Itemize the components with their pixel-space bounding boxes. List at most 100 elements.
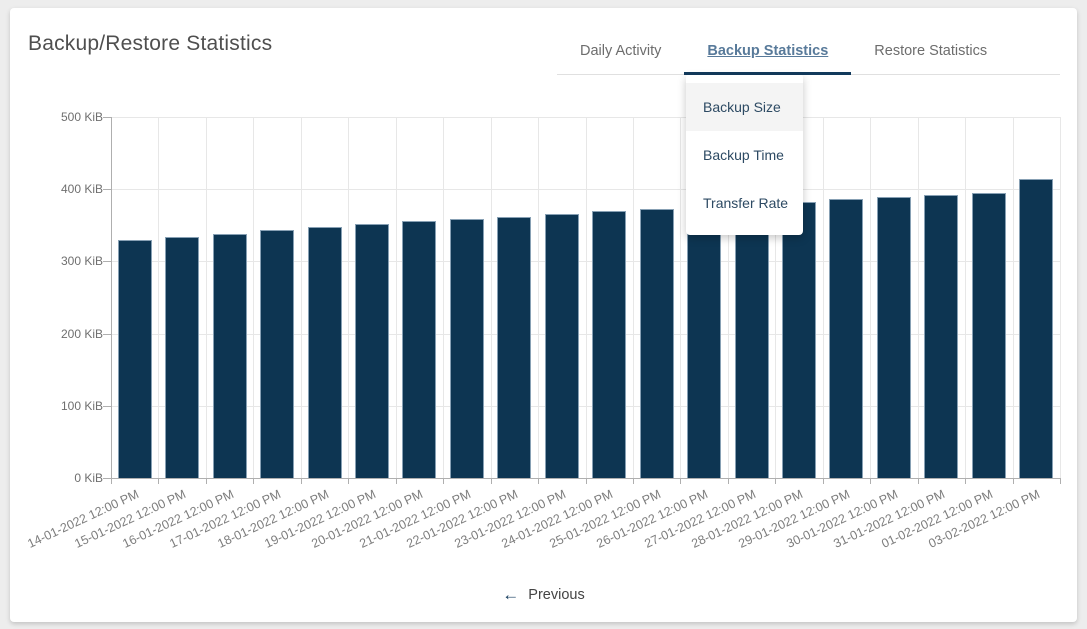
y-axis-tick [103,189,111,190]
y-axis-label: 400 KiB [60,182,103,196]
v-gridline [965,117,966,478]
v-gridline [206,117,207,478]
v-gridline [491,117,492,478]
tab-label: Restore Statistics [874,43,988,59]
backup-statistics-dropdown-menu: Backup Size Backup Time Transfer Rate [686,75,803,235]
v-gridline [158,117,159,478]
tab-label: Daily Activity [580,43,662,59]
bar[interactable] [829,199,863,478]
menu-item-backup-size[interactable]: Backup Size [686,83,803,131]
h-gridline [111,261,1060,262]
x-axis-tick [728,478,729,484]
x-axis-tick [1013,478,1014,484]
y-axis-tick [103,478,111,479]
previous-label: Previous [528,587,585,603]
bar[interactable] [308,227,342,478]
y-axis-tick [103,406,111,407]
menu-item-transfer-rate[interactable]: Transfer Rate [686,179,803,227]
x-axis-tick [823,478,824,484]
v-gridline [918,117,919,478]
x-axis-tick [965,478,966,484]
bar[interactable] [1019,179,1053,478]
v-gridline [396,117,397,478]
x-axis-tick [680,478,681,484]
h-gridline [111,334,1060,335]
bar[interactable] [402,221,436,478]
x-axis-line [111,478,1060,479]
x-axis-tick [870,478,871,484]
tab-label: Backup Statistics [707,43,829,59]
v-gridline [538,117,539,478]
bar[interactable] [972,193,1006,478]
y-axis-label: 0 KiB [74,471,103,485]
v-gridline [680,117,681,478]
bar[interactable] [735,205,769,478]
bar[interactable] [545,214,579,478]
x-axis-tick [158,478,159,484]
arrow-left-icon: ← [502,585,520,604]
y-axis-label: 100 KiB [60,399,103,413]
x-axis-tick [538,478,539,484]
menu-item-backup-time[interactable]: Backup Time [686,131,803,179]
bar[interactable] [165,237,199,478]
v-gridline [823,117,824,478]
x-axis-tick [206,478,207,484]
y-axis-tick [103,117,111,118]
x-axis-tick [348,478,349,484]
menu-item-label: Backup Size [703,99,781,115]
v-gridline [633,117,634,478]
x-axis-tick [253,478,254,484]
v-gridline [1060,117,1061,478]
bar[interactable] [782,202,816,478]
tab-restore-statistics[interactable]: Restore Statistics [851,29,1010,74]
bar[interactable] [213,234,247,478]
x-axis-tick [443,478,444,484]
x-axis-tick [396,478,397,484]
x-axis-tick [491,478,492,484]
chart-pager: ← Previous [10,581,1077,609]
x-axis-tick [918,478,919,484]
bar[interactable] [497,217,531,478]
bar[interactable] [687,207,721,478]
bar[interactable] [592,211,626,478]
backup-size-bar-chart: 0 KiB 100 KiB 200 KiB 300 KiB 400 KiB 500 KiB… [10,8,1077,622]
v-gridline [1013,117,1014,478]
x-axis-tick [1060,478,1061,484]
bar[interactable] [355,224,389,478]
v-gridline [443,117,444,478]
tab-daily-activity[interactable]: Daily Activity [557,29,684,74]
tab-bar: Daily Activity Backup Statistics Restore… [557,29,1060,75]
x-axis-tick [586,478,587,484]
v-gridline [586,117,587,478]
bar[interactable] [877,197,911,478]
previous-button[interactable]: ← Previous [502,581,584,609]
y-axis-tick [103,261,111,262]
v-gridline [775,117,776,478]
v-gridline [870,117,871,478]
y-axis-label: 500 KiB [60,110,103,124]
v-gridline [728,117,729,478]
x-axis-tick [301,478,302,484]
y-axis-label: 200 KiB [60,327,103,341]
bar[interactable] [450,219,484,478]
menu-item-label: Transfer Rate [703,195,789,211]
bar[interactable] [924,195,958,478]
h-gridline [111,189,1060,190]
h-gridline [111,117,1060,118]
bar[interactable] [260,230,294,478]
y-axis-tick [103,334,111,335]
menu-item-label: Backup Time [703,147,784,163]
y-axis-line [111,117,112,484]
tab-backup-statistics[interactable]: Backup Statistics [684,29,852,75]
v-gridline [253,117,254,478]
y-axis-label: 300 KiB [60,254,103,268]
h-gridline [111,406,1060,407]
statistics-card: Backup/Restore Statistics Daily Activity… [10,8,1077,622]
active-tab-indicator [684,72,852,75]
x-axis-tick [775,478,776,484]
page-title: Backup/Restore Statistics [28,32,273,55]
v-gridline [348,117,349,478]
bar[interactable] [640,209,674,478]
bar[interactable] [118,240,152,478]
x-axis-tick [633,478,634,484]
